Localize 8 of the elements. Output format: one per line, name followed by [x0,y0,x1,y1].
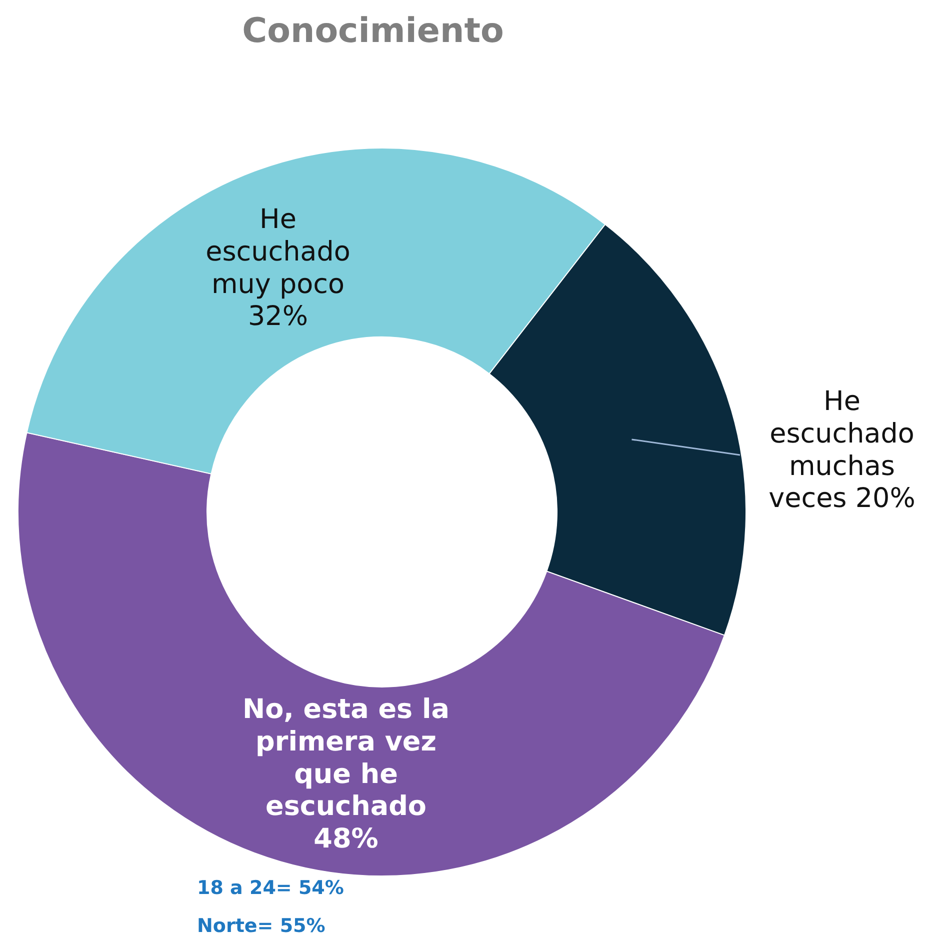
text: 18 a 24= 54% [197,877,344,899]
chart-title: Conocimiento [242,11,504,51]
slice-label: He escuchado muchas veces 20% [768,386,916,514]
data-label: 48% [314,824,378,855]
slice-label: He escuchado muy poco [206,204,350,300]
text: Norte= 55% [197,915,326,937]
data-label: 32% [248,301,308,332]
slice-label: No, esta es la primera vez que he escuchado [242,694,450,822]
